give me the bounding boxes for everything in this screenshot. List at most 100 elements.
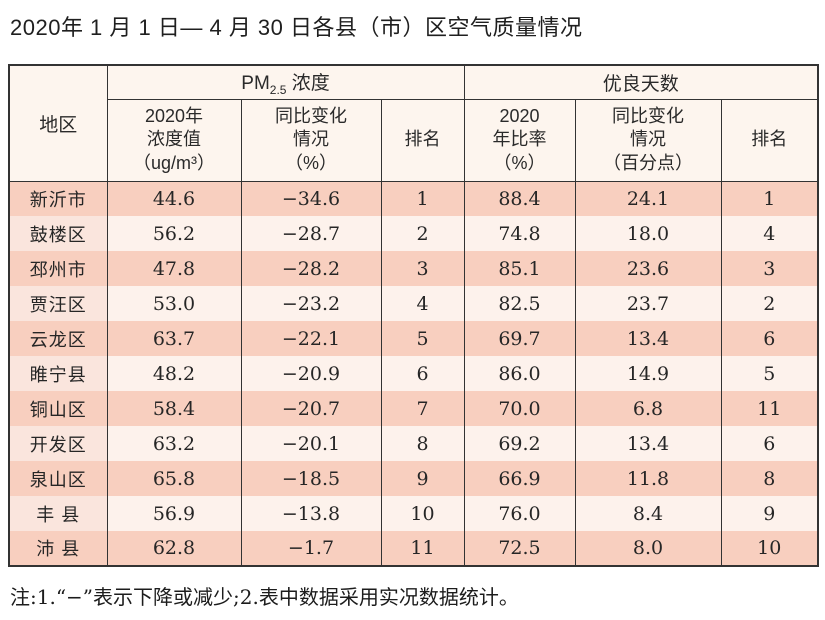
value-cell: 74.8 bbox=[463, 216, 576, 251]
region-cell: 贾汪区 bbox=[8, 286, 108, 321]
col-header-region: 地区 bbox=[8, 65, 108, 182]
footnote: 注:1.“−”表示下降或减少;2.表中数据采用实况数据统计。 bbox=[10, 585, 519, 609]
value-cell: 14.9 bbox=[574, 356, 722, 391]
value-cell: 7 bbox=[380, 391, 465, 426]
value-cell: −1.7 bbox=[240, 531, 382, 566]
value-cell: 4 bbox=[720, 216, 819, 251]
value-cell: 13.4 bbox=[574, 426, 722, 461]
value-cell: 3 bbox=[720, 251, 819, 286]
value-cell: 18.0 bbox=[574, 216, 722, 251]
region-cell: 铜山区 bbox=[8, 391, 108, 426]
value-cell: 76.0 bbox=[463, 496, 576, 531]
value-cell: 63.2 bbox=[106, 426, 242, 461]
table-row: 沛 县 62.8 −1.7 11 72.5 8.0 10 bbox=[8, 531, 819, 566]
value-cell: 1 bbox=[380, 181, 465, 216]
value-cell: −34.6 bbox=[240, 181, 382, 216]
value-cell: 44.6 bbox=[106, 181, 242, 216]
col-header-good-rank: 排名 bbox=[720, 99, 819, 182]
value-cell: 10 bbox=[720, 531, 819, 566]
value-cell: 5 bbox=[380, 321, 465, 356]
region-cell: 睢宁县 bbox=[8, 356, 108, 391]
value-cell: 24.1 bbox=[574, 181, 722, 216]
region-cell: 鼓楼区 bbox=[8, 216, 108, 251]
value-cell: 47.8 bbox=[106, 251, 242, 286]
pm25-label-subscript: 2.5 bbox=[269, 82, 287, 97]
value-cell: 8.4 bbox=[574, 496, 722, 531]
region-cell: 邳州市 bbox=[8, 251, 108, 286]
col-header-pm25-rank: 排名 bbox=[380, 99, 465, 182]
region-cell: 沛 县 bbox=[8, 531, 108, 566]
value-cell: 11 bbox=[720, 391, 819, 426]
region-cell: 新沂市 bbox=[8, 181, 108, 216]
table-row: 丰 县 56.9 −13.8 10 76.0 8.4 9 bbox=[8, 496, 819, 531]
table-body: 新沂市 44.6 −34.6 1 88.4 24.1 1 鼓楼区 56.2 −28.7 2 74.8 1… bbox=[8, 181, 819, 566]
value-cell: 6 bbox=[380, 356, 465, 391]
value-cell: 2 bbox=[380, 216, 465, 251]
table-row: 泉山区 65.8 −18.5 9 66.9 11.8 8 bbox=[8, 461, 819, 496]
value-cell: 11.8 bbox=[574, 461, 722, 496]
value-cell: 3 bbox=[380, 251, 465, 286]
region-cell: 开发区 bbox=[8, 426, 108, 461]
value-cell: −20.9 bbox=[240, 356, 382, 391]
value-cell: −28.2 bbox=[240, 251, 382, 286]
value-cell: 1 bbox=[720, 181, 819, 216]
table-row: 开发区 63.2 −20.1 8 69.2 13.4 6 bbox=[8, 426, 819, 461]
value-cell: 9 bbox=[380, 461, 465, 496]
value-cell: 48.2 bbox=[106, 356, 242, 391]
region-cell: 丰 县 bbox=[8, 496, 108, 531]
region-cell: 云龙区 bbox=[8, 321, 108, 356]
table-row: 铜山区 58.4 −20.7 7 70.0 6.8 11 bbox=[8, 391, 819, 426]
table-row: 鼓楼区 56.2 −28.7 2 74.8 18.0 4 bbox=[8, 216, 819, 251]
value-cell: 8.0 bbox=[574, 531, 722, 566]
value-cell: 66.9 bbox=[463, 461, 576, 496]
value-cell: 82.5 bbox=[463, 286, 576, 321]
value-cell: 88.4 bbox=[463, 181, 576, 216]
value-cell: −20.1 bbox=[240, 426, 382, 461]
table-row: 睢宁县 48.2 −20.9 6 86.0 14.9 5 bbox=[8, 356, 819, 391]
value-cell: 23.6 bbox=[574, 251, 722, 286]
region-cell: 泉山区 bbox=[8, 461, 108, 496]
value-cell: 9 bbox=[720, 496, 819, 531]
col-group-good-days: 优良天数 bbox=[463, 65, 819, 100]
value-cell: 6.8 bbox=[574, 391, 722, 426]
page-title: 2020年 1 月 1 日— 4 月 30 日各县（市）区空气质量情况 bbox=[10, 15, 583, 40]
value-cell: −23.2 bbox=[240, 286, 382, 321]
table-row: 贾汪区 53.0 −23.2 4 82.5 23.7 2 bbox=[8, 286, 819, 321]
value-cell: 6 bbox=[720, 426, 819, 461]
col-header-good-change: 同比变化 情况 （百分点） bbox=[574, 99, 722, 182]
value-cell: −28.7 bbox=[240, 216, 382, 251]
value-cell: 53.0 bbox=[106, 286, 242, 321]
pm25-label-suffix: 浓度 bbox=[286, 72, 330, 94]
table-row: 云龙区 63.7 −22.1 5 69.7 13.4 6 bbox=[8, 321, 819, 356]
value-cell: 69.2 bbox=[463, 426, 576, 461]
col-header-good-rate: 2020 年比率 （%） bbox=[463, 99, 576, 182]
value-cell: 8 bbox=[380, 426, 465, 461]
value-cell: 2 bbox=[720, 286, 819, 321]
col-header-pm25-value: 2020年 浓度值 （ug/m³） bbox=[106, 99, 242, 182]
table-row: 新沂市 44.6 −34.6 1 88.4 24.1 1 bbox=[8, 181, 819, 216]
value-cell: 8 bbox=[720, 461, 819, 496]
value-cell: 72.5 bbox=[463, 531, 576, 566]
air-quality-table: 地区 PM2.5 浓度 优良天数 2020年 浓度值 （ug/m³） 同比变化 … bbox=[8, 64, 819, 567]
value-cell: 13.4 bbox=[574, 321, 722, 356]
value-cell: 62.8 bbox=[106, 531, 242, 566]
value-cell: 56.2 bbox=[106, 216, 242, 251]
table-row: 邳州市 47.8 −28.2 3 85.1 23.6 3 bbox=[8, 251, 819, 286]
value-cell: −20.7 bbox=[240, 391, 382, 426]
col-group-pm25: PM2.5 浓度 bbox=[106, 65, 465, 100]
value-cell: 56.9 bbox=[106, 496, 242, 531]
value-cell: −13.8 bbox=[240, 496, 382, 531]
pm25-label-prefix: PM bbox=[241, 72, 270, 94]
value-cell: 86.0 bbox=[463, 356, 576, 391]
col-header-pm25-change: 同比变化 情况 （%） bbox=[240, 99, 382, 182]
value-cell: 10 bbox=[380, 496, 465, 531]
value-cell: 69.7 bbox=[463, 321, 576, 356]
header-group-row: 地区 PM2.5 浓度 优良天数 bbox=[8, 65, 819, 182]
value-cell: 6 bbox=[720, 321, 819, 356]
value-cell: 85.1 bbox=[463, 251, 576, 286]
value-cell: 23.7 bbox=[574, 286, 722, 321]
value-cell: 63.7 bbox=[106, 321, 242, 356]
value-cell: 58.4 bbox=[106, 391, 242, 426]
table-header: 地区 PM2.5 浓度 优良天数 2020年 浓度值 （ug/m³） 同比变化 … bbox=[8, 65, 819, 182]
